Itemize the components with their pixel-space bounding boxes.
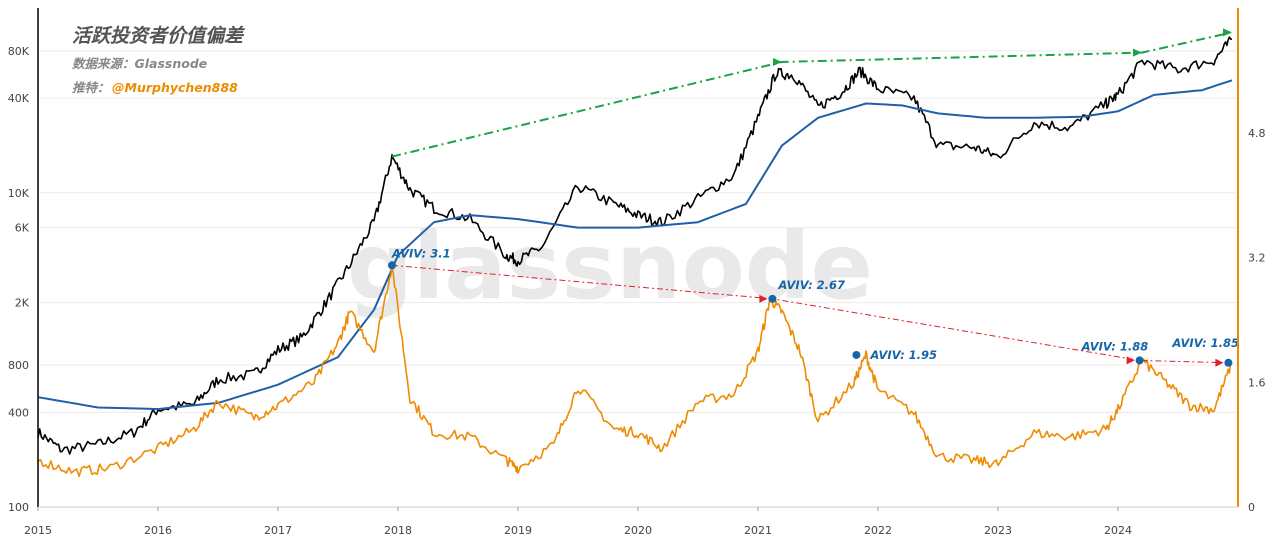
- y-left-tick-label: 100: [8, 501, 29, 514]
- aviv-label: AVIV: 1.85: [1171, 336, 1239, 350]
- x-tick-label: 2020: [624, 524, 652, 537]
- y-left-tick-label: 6K: [15, 222, 30, 235]
- series-line-btc-price: [37, 36, 1233, 455]
- y-left-tick-label: 800: [8, 359, 29, 372]
- red-trend-arrow: [1215, 358, 1224, 367]
- series-line-active-investor-price: [37, 79, 1233, 411]
- y-left-tick-label: 40K: [8, 92, 30, 105]
- y-right-tick-label: 0: [1248, 501, 1255, 514]
- aviv-label: AVIV: 2.67: [777, 278, 845, 292]
- x-tick-label: 2019: [504, 524, 532, 537]
- aviv-marker: [1135, 356, 1144, 365]
- y-right-tick-label: 1.6: [1248, 376, 1266, 389]
- x-tick-label: 2017: [264, 524, 292, 537]
- green-trend-arrow: [773, 57, 782, 66]
- annotations: AVIV: 3.1 AVIV: 2.67 AVIV: 1.95 AVIV: 1.88 A…: [388, 246, 1239, 367]
- x-tick-label: 2022: [864, 524, 892, 537]
- series-lines: [37, 36, 1233, 478]
- x-tick-label: 2018: [384, 524, 412, 537]
- watermark: glassnode: [347, 213, 873, 320]
- aviv-label: AVIV: 3.1: [391, 246, 451, 260]
- y-left-tick-label: 400: [8, 406, 29, 419]
- aviv-label: AVIV: 1.95: [869, 348, 937, 362]
- tick-labels: 100 400 800 2K 6K 10K 40K 80K 0 1.6 3.2 4.8 2015 2016…: [8, 45, 1266, 537]
- red-trend-arrow: [759, 294, 768, 303]
- x-tick-label: 2021: [744, 524, 772, 537]
- aviv-marker: [768, 294, 777, 303]
- x-tick-label: 2023: [984, 524, 1012, 537]
- author-handle: @Murphychen888: [112, 80, 238, 95]
- green-trend-arrow: [1133, 48, 1142, 57]
- aviv-marker: [852, 350, 861, 359]
- green-trend-arrow: [1223, 28, 1232, 37]
- y-left-tick-label: 2K: [15, 297, 30, 310]
- chart-title: 活跃投资者价值偏差: [72, 25, 245, 47]
- red-trend-arrow: [1126, 356, 1135, 365]
- y-left-tick-label: 10K: [8, 187, 30, 200]
- y-left-tick-label: 80K: [8, 45, 30, 58]
- source-label: 数据来源：Glassnode: [72, 56, 207, 71]
- aviv-marker: [1224, 358, 1233, 367]
- author-prefix: 推特：: [72, 80, 110, 95]
- aviv-label: AVIV: 1.88: [1081, 339, 1149, 353]
- y-right-tick-label: 4.8: [1248, 127, 1266, 140]
- trend-lines: [391, 28, 1233, 367]
- x-tick-label: 2024: [1104, 524, 1132, 537]
- y-right-tick-label: 3.2: [1248, 252, 1266, 265]
- series-line-aviv: [37, 266, 1233, 478]
- x-tick-label: 2016: [144, 524, 172, 537]
- x-tick-label: 2015: [24, 524, 52, 537]
- aviv-marker: [388, 261, 396, 270]
- red-trend-line: [391, 264, 1229, 364]
